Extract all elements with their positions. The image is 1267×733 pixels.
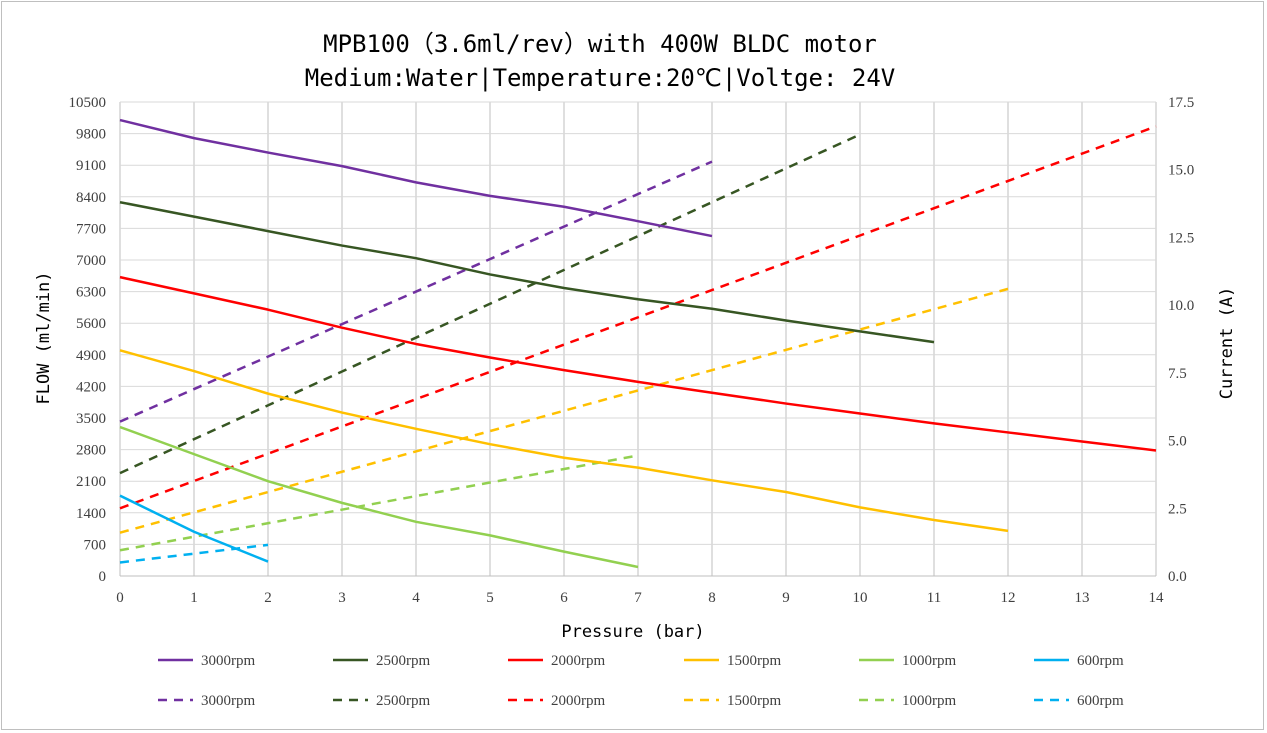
legend-flow-label-600rpm: 600rpm <box>1077 653 1124 669</box>
x-tick-label: 4 <box>412 590 420 606</box>
y2-tick-label: 12.5 <box>1168 230 1194 246</box>
x-tick-label: 5 <box>486 590 494 606</box>
y2-axis-label: Current (A) <box>1217 287 1237 400</box>
legend-flow-label-2000rpm: 2000rpm <box>551 653 605 669</box>
y-tick-label: 4200 <box>76 379 106 395</box>
legend-flow-label-1500rpm: 1500rpm <box>727 653 781 669</box>
x-tick-label: 12 <box>1001 590 1016 606</box>
y-tick-label: 3500 <box>76 411 106 427</box>
x-tick-label: 6 <box>560 590 568 606</box>
y2-tick-label: 2.5 <box>1168 501 1187 517</box>
y-axis-ticks: 0 700 1400 2100 2800 3500 4200 4900 5600 6300 7000… <box>69 95 107 585</box>
y2-tick-label: 15.0 <box>1168 163 1194 179</box>
y-tick-label: 6300 <box>76 285 106 301</box>
series-lines <box>119 118 1157 569</box>
flow-line-3000rpm <box>119 118 713 238</box>
y-tick-label: 0 <box>99 569 107 585</box>
grid <box>119 101 1157 577</box>
x-tick-label: 11 <box>927 590 941 606</box>
current-line-1000rpm <box>119 454 639 552</box>
y-tick-label: 5600 <box>76 316 106 332</box>
y2-axis-ticks: 0.0 2.5 5.0 7.5 10.0 12.5 15.0 17.5 <box>1168 95 1194 585</box>
chart-subtitle: Medium:Water|Temperature:20℃|Voltge: 24V <box>305 64 895 92</box>
legend-flow-label-2500rpm: 2500rpm <box>376 653 430 669</box>
y2-tick-label: 0.0 <box>1168 569 1187 585</box>
x-tick-label: 13 <box>1075 590 1090 606</box>
y-tick-label: 1400 <box>76 506 106 522</box>
x-tick-label: 10 <box>853 590 868 606</box>
y-tick-label: 2100 <box>76 474 106 490</box>
y-tick-label: 7700 <box>76 221 106 237</box>
y-tick-label: 700 <box>84 537 107 553</box>
current-line-2000rpm <box>119 125 1157 510</box>
flow-line-600rpm <box>119 494 269 563</box>
y2-tick-label: 5.0 <box>1168 434 1187 450</box>
legend-current-label-2500rpm: 2500rpm <box>376 693 430 709</box>
flow-line-2000rpm <box>119 275 1157 452</box>
x-axis-ticks: 0 1 2 3 4 5 6 7 8 9 10 11 12 13 14 <box>116 590 1164 606</box>
x-tick-label: 7 <box>634 590 642 606</box>
flow-line-1000rpm <box>119 425 639 569</box>
y-tick-label: 9100 <box>76 158 106 174</box>
x-axis-label: Pressure (bar) <box>561 622 704 642</box>
y-tick-label: 8400 <box>76 190 106 206</box>
current-line-3000rpm <box>119 160 713 423</box>
legend: 3000rpm 2500rpm 2000rpm 1500rpm 1000rpm 600rp… <box>158 653 1124 709</box>
x-tick-label: 9 <box>782 590 790 606</box>
chart-title: MPB100（3.6ml/rev）with 400W BLDC motor <box>323 30 877 58</box>
x-tick-label: 2 <box>264 590 272 606</box>
legend-flow-label-3000rpm: 3000rpm <box>201 653 255 669</box>
y-axis-label: FLOW (ml/min) <box>34 271 54 404</box>
legend-current-label-3000rpm: 3000rpm <box>201 693 255 709</box>
legend-current-label-600rpm: 600rpm <box>1077 693 1124 709</box>
x-tick-label: 1 <box>190 590 198 606</box>
current-line-600rpm <box>119 543 269 564</box>
legend-current-label-2000rpm: 2000rpm <box>551 693 605 709</box>
x-tick-label: 3 <box>338 590 346 606</box>
legend-flow-label-1000rpm: 1000rpm <box>902 653 956 669</box>
y2-tick-label: 10.0 <box>1168 298 1194 314</box>
current-line-2500rpm <box>119 133 861 475</box>
y-tick-label: 9800 <box>76 127 106 143</box>
y-tick-label: 2800 <box>76 443 106 459</box>
y-tick-label: 10500 <box>69 95 107 111</box>
y2-tick-label: 17.5 <box>1168 95 1194 111</box>
x-tick-label: 8 <box>708 590 716 606</box>
y-tick-label: 7000 <box>76 253 106 269</box>
flow-line-1500rpm <box>119 349 1009 533</box>
legend-current-label-1500rpm: 1500rpm <box>727 693 781 709</box>
x-tick-label: 0 <box>116 590 124 606</box>
flow-line-2500rpm <box>119 200 935 344</box>
legend-current-label-1000rpm: 1000rpm <box>902 693 956 709</box>
x-tick-label: 14 <box>1149 590 1165 606</box>
y-tick-label: 4900 <box>76 348 106 364</box>
y2-tick-label: 7.5 <box>1168 366 1187 382</box>
